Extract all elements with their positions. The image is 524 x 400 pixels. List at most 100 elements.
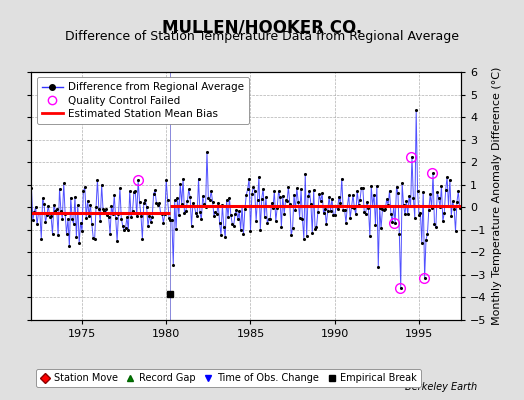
- Point: [265, 216, 273, 222]
- Point: [418, 239, 426, 246]
- Point: [170, 197, 179, 203]
- Point: [376, 205, 384, 211]
- Point: [92, 204, 100, 210]
- Point: [383, 196, 391, 202]
- Point: [270, 188, 279, 194]
- Point: [397, 285, 405, 292]
- Point: [30, 209, 38, 216]
- Point: [110, 192, 118, 199]
- Point: [250, 188, 259, 194]
- Point: [52, 206, 61, 212]
- Point: [40, 201, 48, 207]
- Point: [215, 220, 224, 226]
- Point: [211, 209, 220, 215]
- Point: [230, 222, 238, 229]
- Point: [451, 228, 460, 234]
- Point: [103, 212, 112, 218]
- Point: [401, 211, 409, 218]
- Point: [262, 194, 270, 200]
- Point: [245, 176, 253, 182]
- Point: [133, 213, 141, 219]
- Point: [141, 197, 149, 203]
- Point: [41, 219, 50, 225]
- Point: [329, 212, 337, 218]
- Point: [106, 231, 114, 237]
- Point: [186, 194, 194, 200]
- Point: [454, 188, 463, 195]
- Point: [453, 199, 461, 205]
- Point: [75, 240, 83, 246]
- Point: [113, 238, 121, 244]
- Point: [341, 206, 349, 213]
- Point: [199, 193, 207, 199]
- Point: [224, 214, 232, 220]
- Point: [331, 212, 339, 219]
- Point: [138, 236, 147, 242]
- Point: [446, 176, 454, 183]
- Point: [236, 227, 245, 234]
- Point: [389, 203, 398, 210]
- Point: [29, 216, 37, 223]
- Point: [72, 234, 81, 240]
- Point: [392, 183, 401, 190]
- Point: [128, 208, 137, 214]
- Point: [322, 221, 331, 227]
- Point: [415, 212, 423, 218]
- Point: [127, 214, 135, 220]
- Point: [139, 200, 148, 206]
- Point: [300, 235, 308, 242]
- Point: [347, 204, 356, 210]
- Point: [58, 215, 67, 222]
- Point: [315, 190, 323, 197]
- Point: [269, 204, 277, 211]
- Point: [439, 218, 447, 224]
- Point: [166, 217, 174, 223]
- Point: [391, 220, 399, 226]
- Point: [352, 211, 360, 218]
- Point: [373, 183, 381, 189]
- Point: [273, 205, 281, 212]
- Point: [239, 231, 248, 238]
- Point: [67, 194, 75, 201]
- Point: [408, 153, 416, 160]
- Point: [36, 210, 44, 216]
- Point: [394, 190, 402, 196]
- Point: [255, 174, 263, 180]
- Point: [290, 192, 298, 198]
- Point: [280, 210, 288, 217]
- Point: [374, 264, 383, 270]
- Point: [210, 213, 218, 219]
- Point: [99, 206, 107, 213]
- Point: [85, 212, 93, 219]
- Point: [367, 183, 375, 189]
- Point: [126, 188, 134, 194]
- Point: [218, 202, 226, 208]
- Point: [403, 211, 412, 217]
- Point: [308, 230, 316, 236]
- Point: [372, 222, 380, 228]
- Point: [413, 188, 422, 194]
- Point: [298, 216, 307, 222]
- Point: [323, 208, 332, 214]
- Point: [253, 196, 261, 203]
- Point: [277, 224, 286, 230]
- Point: [426, 191, 434, 197]
- Point: [357, 184, 366, 191]
- Point: [93, 177, 102, 183]
- Point: [100, 208, 108, 215]
- Point: [292, 185, 301, 191]
- Point: [380, 206, 388, 213]
- Point: [51, 208, 60, 214]
- Point: [228, 221, 236, 227]
- Point: [88, 221, 96, 227]
- Point: [83, 197, 92, 204]
- Point: [182, 208, 190, 214]
- Point: [333, 206, 342, 212]
- Point: [154, 202, 162, 208]
- Point: [190, 202, 199, 209]
- Point: [184, 186, 193, 193]
- Point: [318, 190, 326, 196]
- Point: [130, 189, 138, 195]
- Point: [412, 107, 420, 114]
- Point: [61, 210, 69, 217]
